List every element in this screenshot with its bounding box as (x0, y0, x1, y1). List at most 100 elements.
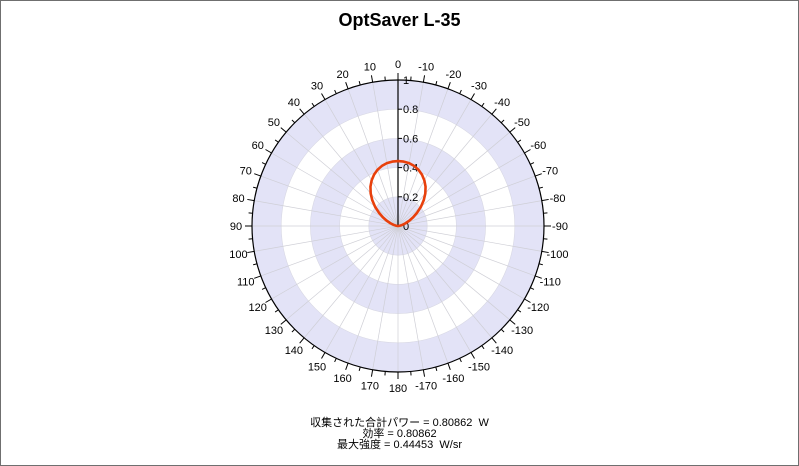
angle-tick-label: -160 (442, 373, 464, 385)
angle-tick (491, 108, 497, 115)
angle-tick (311, 102, 315, 107)
spoke-line (303, 225, 399, 339)
chart-title: OptSaver L-35 (338, 10, 461, 30)
angle-tick (535, 173, 542, 177)
angle-tick (274, 309, 279, 313)
radial-tick-label: 0.8 (403, 104, 418, 116)
angle-tick-label: -120 (527, 302, 549, 314)
angle-tick-label: -80 (550, 193, 566, 205)
spoke-line (397, 225, 511, 321)
stats-block: 収集された合計パワー = 0.80862 W 効率 = 0.80862 最大強度… (0, 418, 799, 451)
angle-tick (459, 358, 462, 363)
angle-tick-label: 130 (265, 325, 283, 337)
spoke-line (397, 200, 542, 227)
angle-tick-label: -110 (540, 276, 561, 288)
angle-tick-label: -10 (418, 61, 434, 73)
spoke-line (397, 225, 493, 339)
spoke-line (260, 175, 399, 227)
angle-tick-label: 40 (288, 97, 300, 109)
spoke-line (397, 82, 424, 227)
radial-tick-label: 1 (403, 75, 409, 87)
angle-tick-label: 50 (268, 117, 280, 129)
angle-tick (447, 82, 451, 89)
angle-tick-label: 10 (364, 61, 376, 73)
spoke-line (397, 225, 536, 277)
angle-tick (500, 119, 505, 124)
angle-tick-label: 170 (361, 381, 379, 393)
angle-tick-label: 30 (311, 81, 323, 93)
angle-tick (261, 287, 266, 290)
angle-tick (524, 149, 531, 154)
angle-tick (517, 139, 522, 143)
angle-tick (345, 363, 349, 370)
spoke-line (324, 225, 399, 353)
angle-tick (517, 309, 522, 313)
angle-tick-label: 180 (389, 383, 407, 395)
angle-tick-label: 110 (237, 276, 255, 288)
angle-tick (247, 198, 255, 202)
angle-tick (370, 369, 374, 377)
angle-tick (254, 275, 261, 279)
spoke-line (285, 131, 399, 227)
angle-tick (370, 75, 374, 83)
angle-tick (500, 328, 505, 333)
angle-tick (447, 363, 451, 370)
angle-tick-label: -150 (468, 361, 490, 373)
angle-tick (524, 298, 531, 303)
angle-tick (422, 369, 426, 377)
angle-tick (291, 119, 296, 124)
spoke-line (260, 225, 399, 277)
angle-tick (538, 263, 544, 266)
angle-tick-label: 100 (229, 249, 247, 261)
spoke-line (397, 225, 525, 300)
angle-tick-label: 60 (252, 140, 264, 152)
spoke-line (397, 88, 449, 227)
angle-tick-label: 120 (249, 302, 267, 314)
angle-tick-label: -40 (494, 97, 510, 109)
series-line (369, 159, 427, 228)
spoke-line (285, 225, 399, 321)
angle-tick (509, 319, 516, 325)
angle-tick (280, 319, 287, 325)
spoke-line (324, 99, 399, 227)
angle-tick (299, 108, 305, 115)
spoke-line (397, 225, 449, 364)
radial-tick-label: 0.2 (403, 192, 418, 204)
angle-tick (481, 102, 485, 107)
angle-tick-label: -130 (511, 325, 533, 337)
spoke-line (397, 225, 472, 353)
spoke-line (271, 225, 399, 300)
angle-tick (321, 93, 326, 100)
spoke-line (372, 82, 399, 227)
angle-tick (334, 358, 337, 363)
radial-tick-label: 0 (403, 221, 409, 233)
angle-tick (334, 89, 337, 94)
angle-tick (422, 75, 426, 83)
angle-tick (265, 298, 272, 303)
angle-tick (274, 139, 279, 143)
angle-tick (291, 328, 296, 333)
angle-tick (252, 263, 258, 266)
angle-tick-label: -90 (552, 221, 568, 233)
angle-tick (459, 89, 462, 94)
angle-tick (509, 127, 516, 133)
angle-tick (541, 250, 549, 254)
angle-tick (481, 345, 485, 350)
angle-tick (435, 80, 438, 86)
angle-tick-label: 160 (333, 373, 351, 385)
angle-tick-label: -50 (514, 117, 530, 129)
spoke-line (397, 175, 536, 227)
angle-tick (261, 162, 266, 165)
angle-tick-label: 150 (308, 361, 326, 373)
angle-tick-label: 20 (336, 69, 348, 81)
angle-tick (299, 337, 305, 344)
stat-total-power: 収集された合計パワー = 0.80862 W (310, 417, 489, 429)
radial-tick-label: 0.6 (403, 133, 418, 145)
angle-tick (530, 162, 535, 165)
spoke-line (347, 88, 399, 227)
spoke-line (397, 225, 424, 370)
angle-tick (470, 352, 475, 359)
spoke-line (303, 113, 399, 227)
angle-tick-label: -140 (491, 345, 513, 357)
angle-tick (535, 275, 542, 279)
